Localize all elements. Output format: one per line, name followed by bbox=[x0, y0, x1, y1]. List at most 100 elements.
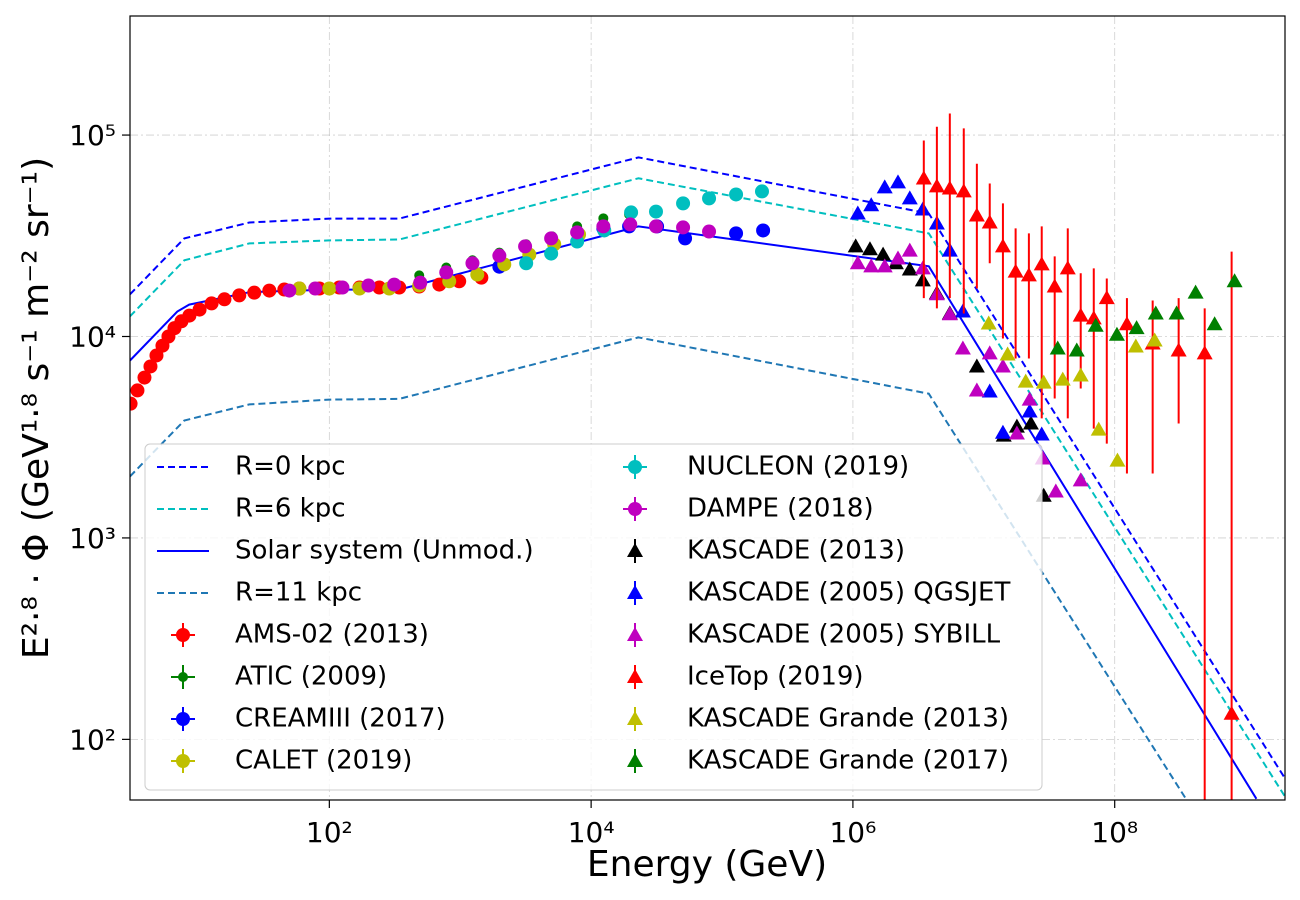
legend-label: R=6 kpc bbox=[235, 494, 346, 524]
triangle-marker bbox=[968, 358, 985, 373]
legend-item: R=11 kpc bbox=[157, 578, 362, 608]
legend-item: NUCLEON (2019) bbox=[623, 452, 909, 482]
circle-marker bbox=[676, 220, 691, 235]
circle-marker bbox=[702, 224, 717, 239]
triangle-marker bbox=[863, 197, 880, 212]
circle-marker bbox=[335, 280, 350, 295]
legend-label: KASCADE (2005) QGSJET bbox=[687, 578, 1010, 608]
triangle-marker bbox=[627, 585, 643, 599]
circle-marker bbox=[204, 296, 219, 311]
model-line bbox=[130, 156, 1285, 779]
legend-frame bbox=[144, 443, 1043, 791]
triangle-marker bbox=[994, 424, 1011, 439]
triangle-marker bbox=[1090, 421, 1107, 436]
circle-marker bbox=[176, 628, 190, 642]
x-tick-label: 10⁸ bbox=[1091, 816, 1138, 849]
circle-marker bbox=[756, 223, 771, 238]
triangle-marker bbox=[1196, 345, 1213, 360]
legend: R=0 kpc R=6 kpc Solar system (Unmod.) R=11 … bbox=[144, 443, 1043, 791]
circle-marker bbox=[413, 275, 428, 290]
circle-marker bbox=[544, 246, 559, 261]
triangle-marker bbox=[627, 627, 643, 641]
circle-marker bbox=[282, 283, 297, 298]
circle-marker bbox=[176, 754, 190, 768]
circle-marker bbox=[623, 217, 638, 232]
triangle-marker bbox=[1021, 391, 1038, 406]
triangle-marker bbox=[627, 711, 643, 725]
triangle-marker bbox=[941, 180, 958, 195]
triangle-marker bbox=[849, 205, 866, 220]
triangle-marker bbox=[1046, 278, 1063, 293]
triangle-marker bbox=[1049, 340, 1066, 355]
legend-item: KASCADE (2005) SYBILL bbox=[627, 620, 1001, 650]
circle-marker bbox=[176, 712, 190, 726]
circle-marker bbox=[648, 219, 663, 234]
triangle-marker bbox=[1020, 267, 1037, 282]
triangle-marker bbox=[1085, 310, 1102, 325]
circle-marker bbox=[624, 205, 639, 220]
legend-item: KASCADE Grande (2017) bbox=[627, 746, 1009, 776]
legend-label: CREAMIII (2017) bbox=[235, 704, 446, 734]
axes-frame bbox=[129, 15, 1286, 801]
circle-marker bbox=[628, 502, 642, 516]
model-line bbox=[130, 336, 1187, 800]
legend-item: R=6 kpc bbox=[157, 494, 346, 524]
legend-item: IceTop (2019) bbox=[627, 662, 864, 692]
circle-marker bbox=[247, 285, 262, 300]
circle-marker bbox=[702, 191, 717, 206]
x-axis-label: Energy (GeV) bbox=[587, 844, 827, 885]
triangle-marker bbox=[1187, 284, 1204, 299]
triangle-marker bbox=[968, 382, 985, 397]
triangle-marker bbox=[928, 178, 945, 193]
triangle-marker bbox=[1047, 483, 1064, 498]
triangle-marker bbox=[1206, 316, 1223, 331]
triangle-marker bbox=[981, 383, 998, 398]
triangle-marker bbox=[1127, 338, 1144, 353]
triangle-marker bbox=[980, 315, 997, 330]
triangle-marker bbox=[999, 346, 1016, 361]
circle-marker bbox=[322, 281, 337, 296]
y-tick-label: 10² bbox=[69, 723, 116, 756]
y-axis-label: E²·⁸ · Φ (GeV¹·⁸ s⁻¹ m⁻² sr⁻¹) bbox=[16, 157, 57, 659]
legend-label: R=11 kpc bbox=[235, 578, 362, 608]
ticks: 10² 10⁴ 10⁶ 10⁸ 10² 10³ 10⁴ 10⁵ bbox=[69, 119, 1138, 849]
triangle-marker bbox=[889, 250, 906, 265]
circle-marker bbox=[648, 204, 663, 219]
triangle-marker bbox=[955, 183, 972, 198]
triangle-marker bbox=[1108, 326, 1125, 341]
triangle-marker bbox=[1022, 415, 1039, 430]
triangle-marker bbox=[1035, 374, 1052, 389]
circle-marker bbox=[130, 396, 138, 411]
circle-marker bbox=[178, 672, 188, 682]
triangle-marker bbox=[994, 238, 1011, 253]
triangle-marker bbox=[954, 340, 971, 355]
triangle-marker bbox=[889, 174, 906, 189]
triangle-marker bbox=[1128, 320, 1145, 335]
triangle-marker bbox=[1072, 367, 1089, 382]
legend-label: CALET (2019) bbox=[235, 746, 412, 776]
triangle-marker bbox=[915, 170, 932, 185]
triangle-marker bbox=[994, 358, 1011, 373]
triangle-marker bbox=[849, 255, 866, 270]
circle-marker bbox=[182, 308, 197, 323]
triangle-marker bbox=[875, 246, 892, 261]
circle-marker bbox=[729, 187, 744, 202]
legend-item: Solar system (Unmod.) bbox=[157, 536, 534, 566]
triangle-marker bbox=[863, 258, 880, 273]
legend-label: ATIC (2009) bbox=[235, 662, 387, 692]
circle-marker bbox=[519, 256, 534, 271]
circle-marker bbox=[308, 281, 323, 296]
x-tick-label: 10⁶ bbox=[829, 816, 876, 849]
circle-marker bbox=[232, 288, 247, 303]
triangle-marker bbox=[1072, 472, 1089, 487]
circle-marker bbox=[470, 267, 485, 282]
model-line bbox=[130, 177, 1285, 798]
legend-item: AMS-02 (2013) bbox=[171, 620, 429, 650]
triangle-marker bbox=[981, 214, 998, 229]
circle-marker bbox=[361, 278, 376, 293]
legend-item: KASCADE (2013) bbox=[627, 536, 905, 566]
triangle-marker bbox=[1147, 305, 1164, 320]
y-tick-label: 10⁵ bbox=[69, 119, 116, 152]
triangle-marker bbox=[1226, 273, 1243, 288]
legend-label: DAMPE (2018) bbox=[687, 494, 874, 524]
